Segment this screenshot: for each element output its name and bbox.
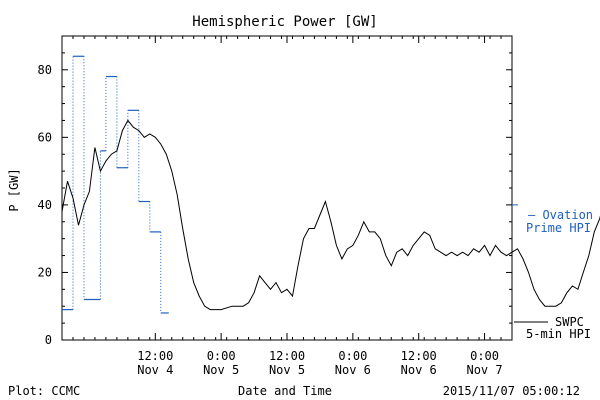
legend-ovation-line1: — Ovation	[528, 208, 593, 222]
y-axis-label: P [GW]	[7, 168, 21, 211]
footer-timestamp: 2015/11/07 05:00:12	[443, 384, 580, 398]
x-tick-label-date: Nov 6	[401, 363, 437, 377]
x-tick-label-date: Nov 5	[269, 363, 305, 377]
chart-title: Hemispheric Power [GW]	[192, 14, 377, 30]
x-tick-label-date: Nov 6	[335, 363, 371, 377]
x-tick-label-time: 12:00	[401, 349, 437, 363]
x-tick-label-time: 12:00	[269, 349, 305, 363]
x-tick-label-time: 12:00	[137, 349, 173, 363]
y-tick-label: 20	[38, 265, 52, 279]
y-tick-label: 0	[45, 333, 52, 347]
legend-swpc-line1: SWPC	[555, 315, 584, 329]
x-tick-label-time: 0:00	[338, 349, 367, 363]
x-tick-label-time: 0:00	[470, 349, 499, 363]
legend-ovation-line2: Prime HPI	[526, 221, 591, 235]
footer-plot-credit: Plot: CCMC	[8, 384, 80, 398]
y-tick-label: 40	[38, 198, 52, 212]
x-tick-label-date: Nov 4	[137, 363, 173, 377]
y-tick-label: 60	[38, 130, 52, 144]
y-tick-label: 80	[38, 63, 52, 77]
x-tick-label-time: 0:00	[207, 349, 236, 363]
swpc-line	[61, 119, 600, 311]
x-axis-label: Date and Time	[238, 384, 332, 398]
x-tick-label-date: Nov 7	[466, 363, 502, 377]
legend-swpc-line2: 5-min HPI	[526, 327, 591, 341]
x-tick-label-date: Nov 5	[203, 363, 239, 377]
plot-frame	[61, 35, 513, 341]
